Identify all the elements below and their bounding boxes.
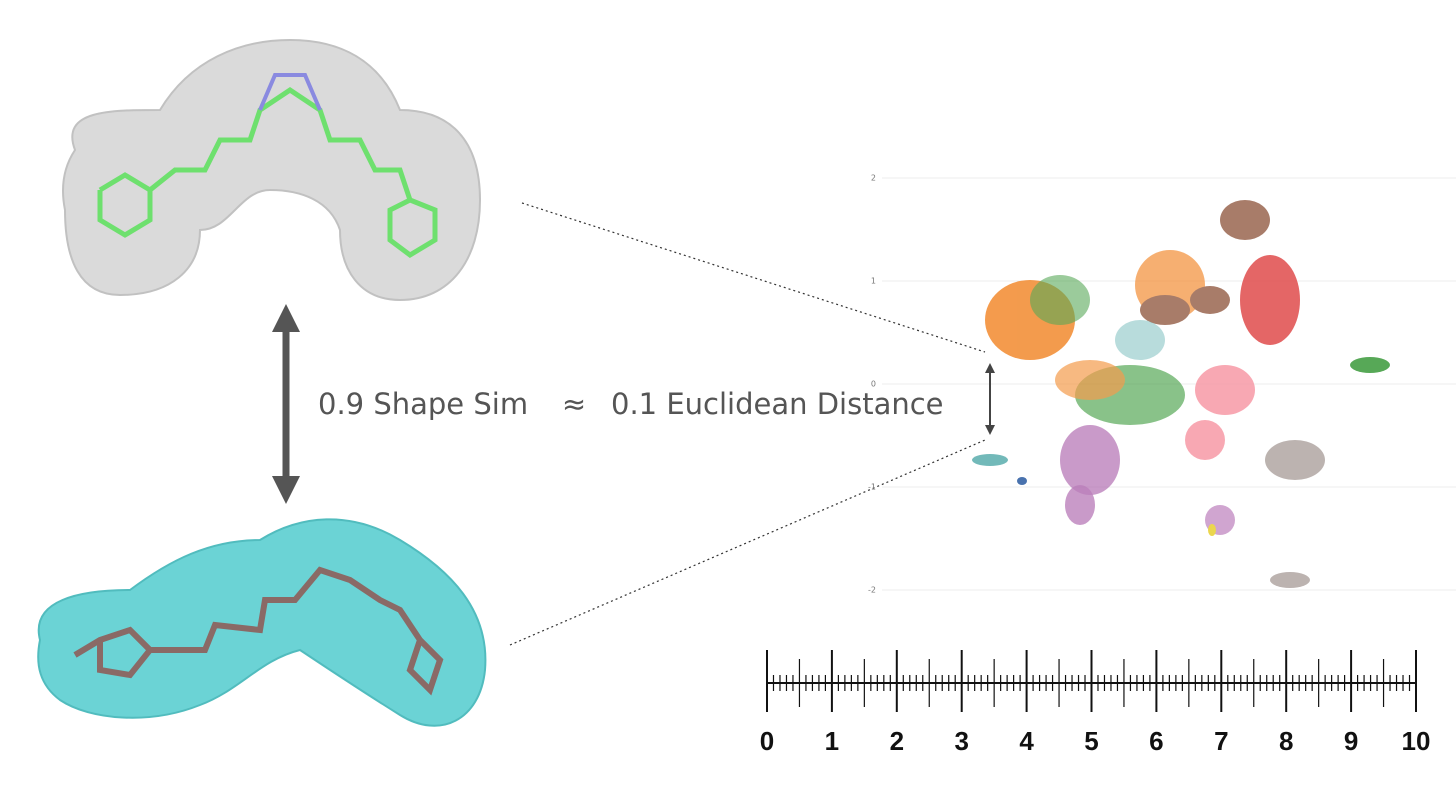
ruler-label: 0 — [760, 726, 774, 756]
y-tick-label: 2 — [871, 174, 876, 183]
molecule-top — [62, 38, 482, 302]
embedding-plot: 2 1 0 -1 -2 — [868, 174, 1456, 595]
y-tick-label: 1 — [871, 277, 876, 286]
distance-label: 0.1 Euclidean Distance — [611, 387, 944, 421]
ruler-label: 6 — [1149, 726, 1163, 756]
connector — [521, 202, 986, 353]
ruler-label: 8 — [1279, 726, 1293, 756]
ruler-label: 10 — [1402, 726, 1431, 756]
ruler-label: 7 — [1214, 726, 1228, 756]
clusters — [972, 200, 1390, 588]
approx-sign: ≈ — [562, 387, 586, 421]
ruler-label: 1 — [825, 726, 839, 756]
molecule-bottom — [37, 518, 487, 727]
shape-sim-label: 0.9 Shape Sim — [318, 387, 528, 421]
connector — [509, 439, 986, 646]
ruler-label: 4 — [1019, 726, 1034, 756]
ruler-label: 3 — [954, 726, 968, 756]
ruler-label: 5 — [1084, 726, 1098, 756]
y-tick-label: 0 — [871, 380, 876, 389]
y-tick-label: -1 — [868, 483, 876, 492]
y-tick-label: -2 — [868, 586, 876, 595]
ruler-label: 9 — [1344, 726, 1358, 756]
ruler-label: 2 — [890, 726, 904, 756]
ruler: 0 1 2 3 4 5 6 7 8 9 10 — [760, 650, 1431, 756]
